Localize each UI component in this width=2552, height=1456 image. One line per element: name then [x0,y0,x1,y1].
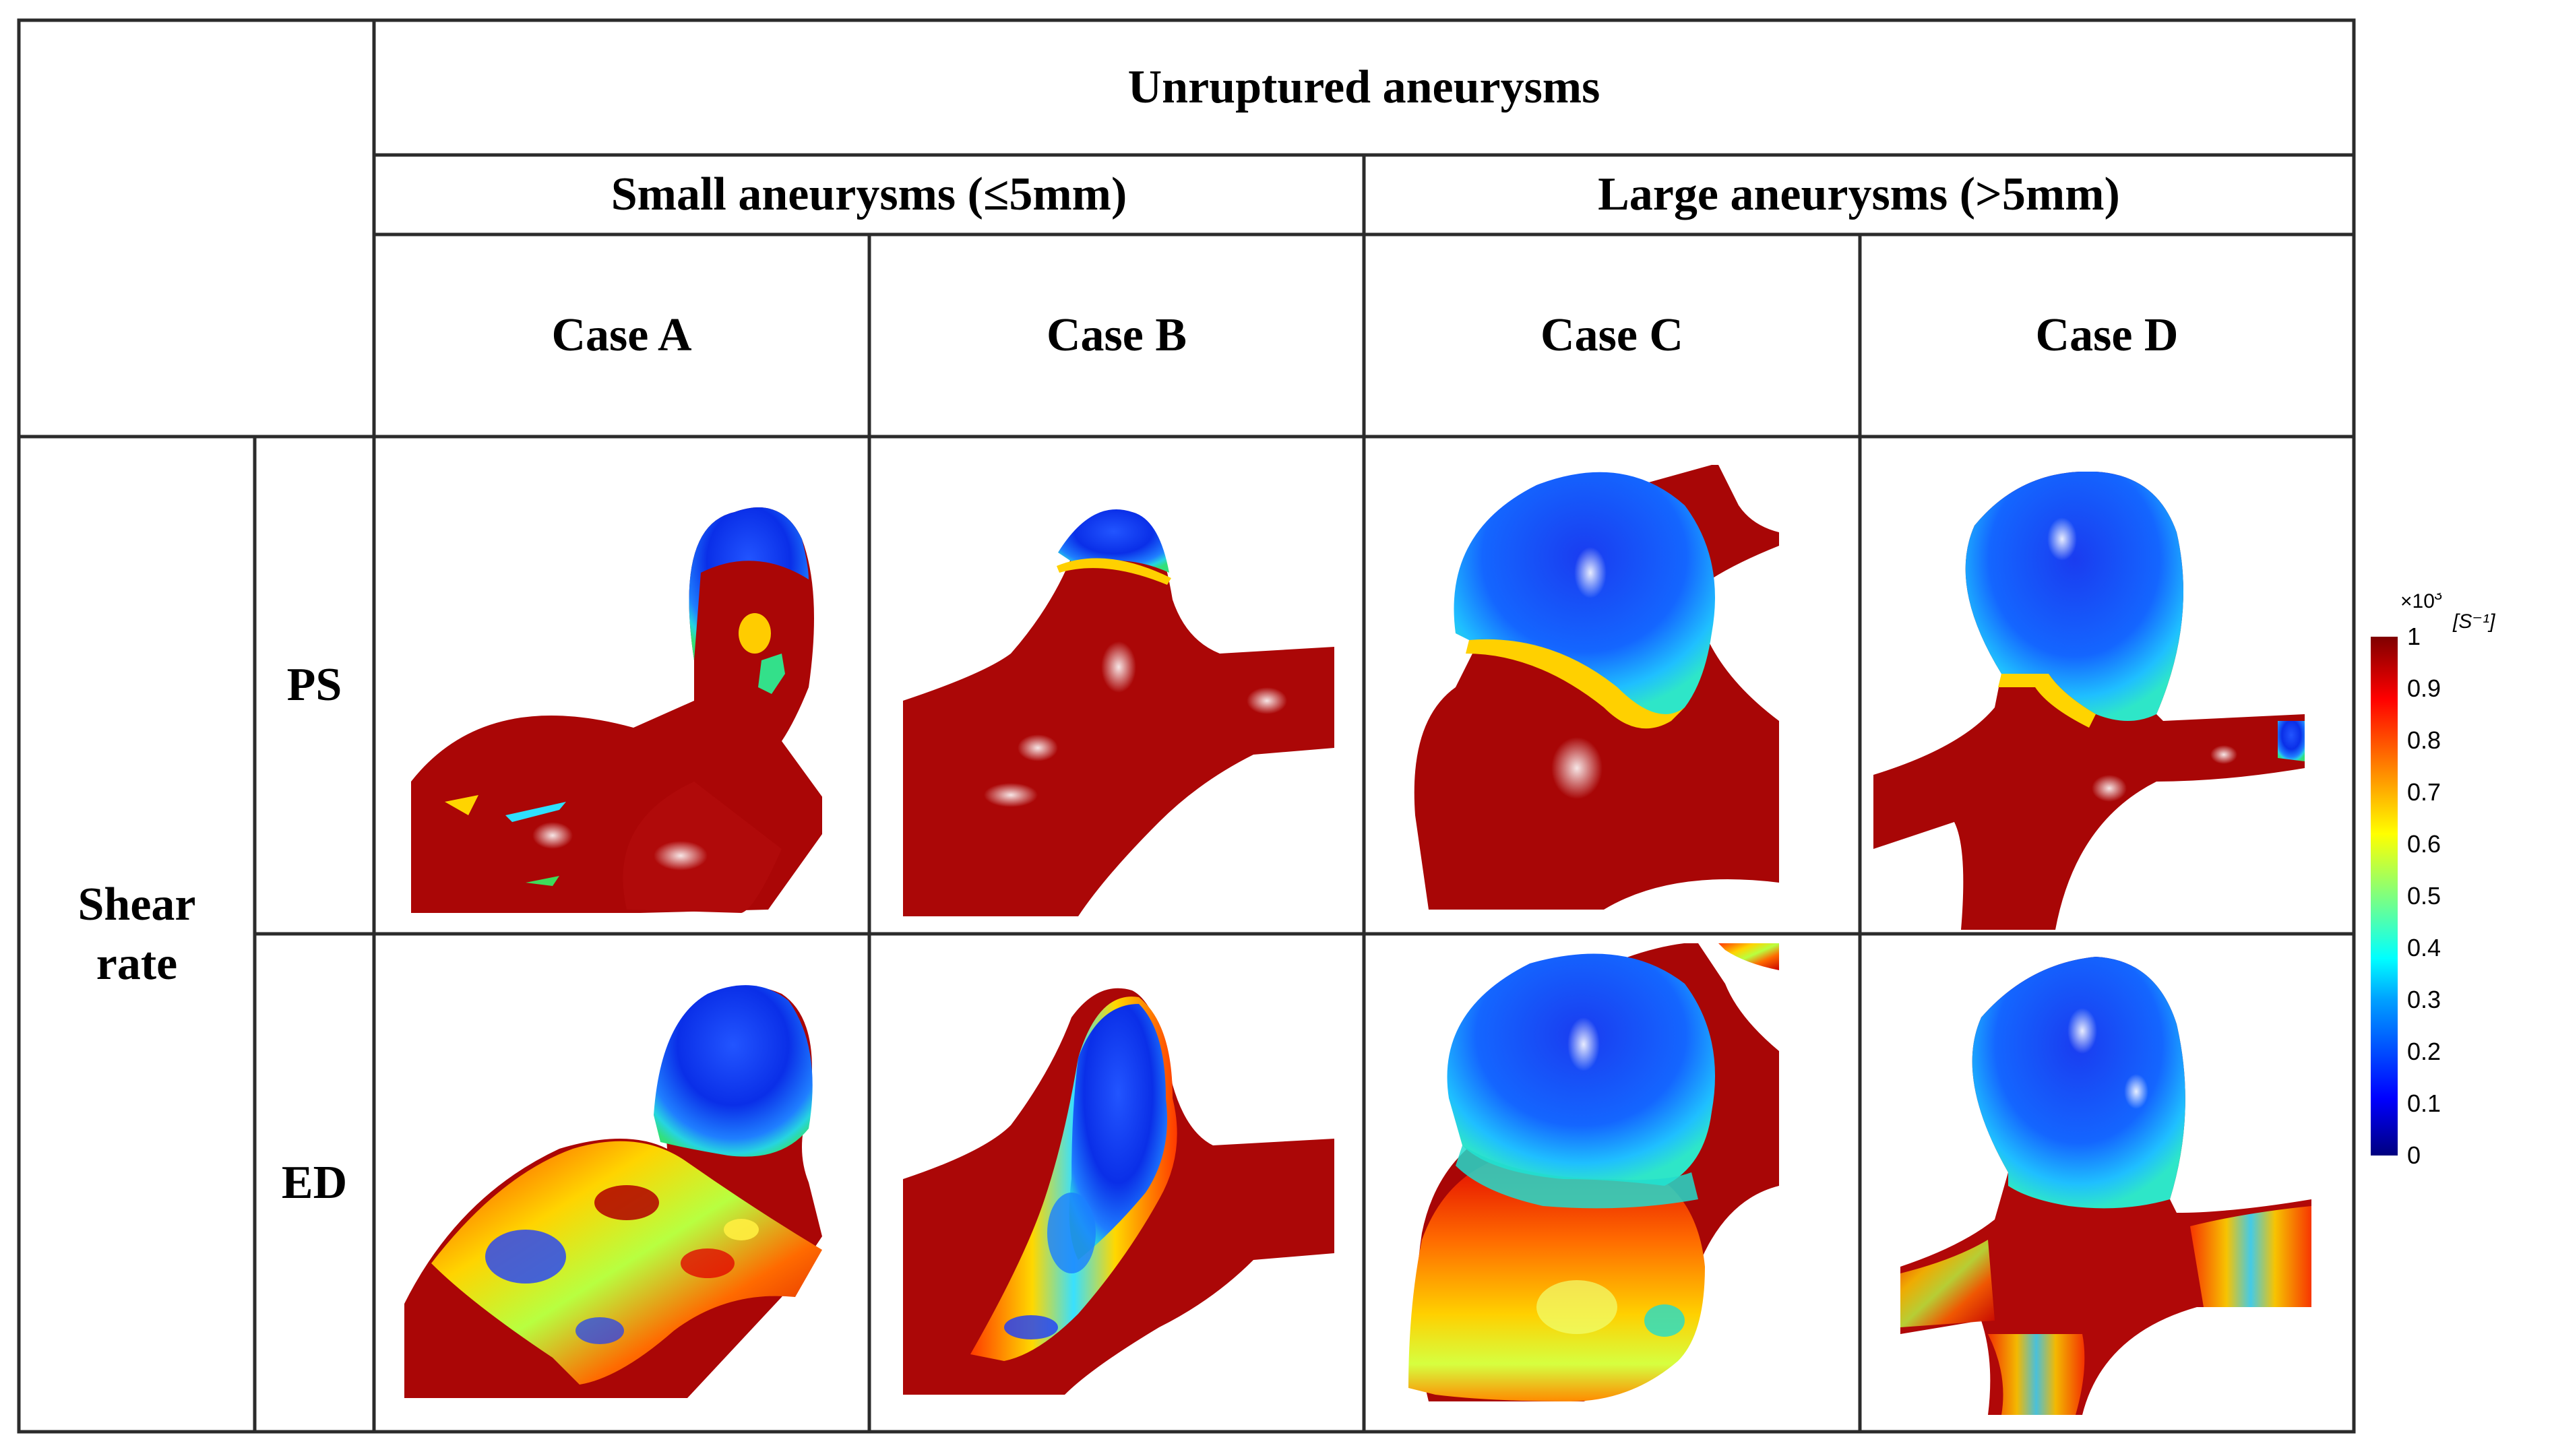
group-small-aneurysms: Small aneurysms (≤5mm) [611,168,1127,220]
group-large-aneurysms: Large aneurysms (>5mm) [1598,168,2120,220]
colorbar: ×10 3 [S⁻¹] 1 0.9 0.8 0.7 0.6 0.5 0.4 0.3 0.2 0.1… [2371,593,2495,1169]
row-label-ps: PS [286,659,342,711]
case-b-ps-image [903,509,1334,916]
colorbar-tick-label: 0 [2407,1141,2421,1169]
colorbar-tick-label: 0.4 [2407,934,2441,961]
colorbar-tick-label: 0.7 [2407,778,2441,806]
table-border [17,18,2356,1434]
colorbar-tick-label: 0.2 [2407,1038,2441,1065]
case-b-header: Case B [1046,309,1187,361]
case-c-ed-image [1408,943,1779,1401]
colorbar-tick-label: 0.5 [2407,882,2441,910]
row-group-shear-rate: Shear rate [77,879,196,990]
table-title: Unruptured aneurysms [1127,61,1600,113]
case-a-header: Case A [551,309,692,361]
colorbar-tick-label: 0.9 [2407,674,2441,702]
row-label-ed: ED [281,1156,348,1209]
colorbar-tick-label: 0.3 [2407,986,2441,1013]
colorbar-tick-label: 0.6 [2407,830,2441,858]
colorbar-tick-label: 0.8 [2407,726,2441,754]
colorbar-multiplier: ×10 [2400,593,2435,612]
colorbar-gradient [2371,637,2398,1156]
colorbar-unit: [S⁻¹] [2452,610,2495,633]
case-b-ed-image [903,988,1334,1395]
case-c-ps-image [1414,465,1779,910]
colorbar-exponent: 3 [2434,593,2442,603]
case-d-ps-image [1873,472,2305,930]
case-c-header: Case C [1540,309,1683,361]
case-a-ed-image [404,985,822,1398]
case-a-ps-image [411,507,822,913]
case-d-ed-image [1900,957,2311,1415]
colorbar-tick-label: 0.1 [2407,1089,2441,1117]
case-d-header: Case D [2035,309,2179,361]
colorbar-tick-label: 1 [2407,623,2421,650]
